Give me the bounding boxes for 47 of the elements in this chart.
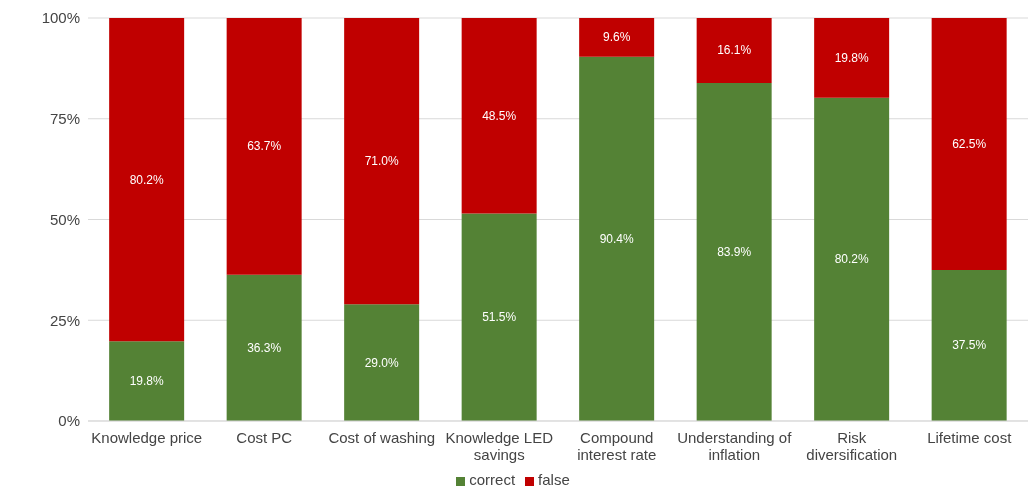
data-label: 16.1%: [717, 43, 752, 58]
y-tick-label: 75%: [49, 110, 80, 128]
bar: [344, 18, 420, 305]
bar: [931, 269, 1007, 421]
data-label: 37.5%: [952, 338, 987, 353]
bar: [109, 18, 185, 342]
x-tick-label: Knowledge price: [91, 429, 203, 446]
legend-label: false: [538, 471, 570, 488]
bar: [814, 18, 890, 98]
bar: [696, 18, 772, 83]
data-label: 62.5%: [952, 136, 987, 151]
x-tick-label: Compound interest rate: [577, 429, 657, 463]
bar: [461, 18, 537, 214]
bar: [109, 341, 185, 421]
bar: [461, 213, 537, 421]
x-tick-label: Cost of washing: [328, 429, 436, 446]
y-tick-label: 25%: [49, 311, 80, 329]
data-label: 90.4%: [599, 231, 634, 246]
legend-label: correct: [469, 471, 516, 488]
bar: [344, 304, 420, 421]
bar: [226, 274, 302, 421]
data-label: 63.7%: [247, 139, 282, 154]
data-label: 9.6%: [602, 30, 631, 45]
data-label: 48.5%: [482, 108, 517, 123]
data-label: 36.3%: [247, 340, 282, 355]
data-label: 29.0%: [364, 355, 399, 370]
data-label: 83.9%: [717, 244, 752, 259]
x-tick-label: Knowledge LED savings: [445, 429, 554, 463]
x-tick-label: Risk diversification: [806, 429, 898, 463]
bar: [579, 18, 655, 57]
x-tick-label: Understanding of inflation: [677, 429, 793, 463]
bar: [226, 18, 302, 275]
y-tick-label: 50%: [49, 210, 80, 228]
y-tick-label: 100%: [41, 9, 80, 27]
data-label: 19.8%: [129, 374, 164, 389]
x-tick-label: Lifetime cost: [927, 429, 1013, 446]
data-label: 80.2%: [129, 172, 164, 187]
bar: [814, 97, 890, 421]
bar: [579, 56, 655, 421]
data-label: 80.2%: [834, 252, 869, 267]
bar: [931, 18, 1007, 270]
data-label: 51.5%: [482, 310, 517, 325]
data-label: 19.8%: [834, 50, 869, 65]
data-label: 71.0%: [364, 154, 399, 169]
bar: [696, 82, 772, 421]
y-tick-label: 0%: [58, 412, 80, 430]
x-tick-label: Cost PC: [236, 429, 293, 446]
